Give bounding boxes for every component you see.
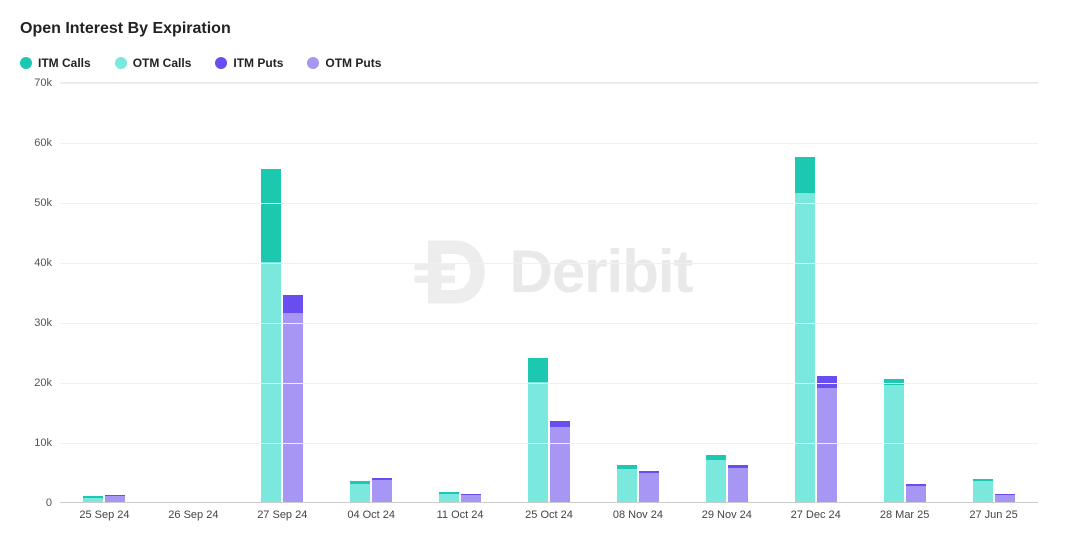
bar-group: [528, 358, 570, 502]
bar-stack-calls[interactable]: [706, 455, 726, 502]
bar-segment-otm-puts: [728, 468, 748, 502]
legend-item-itm-calls[interactable]: ITM Calls: [20, 56, 91, 70]
bar-segment-itm-puts: [283, 295, 303, 313]
x-axis-label: 25 Oct 24: [525, 509, 573, 521]
bar-segment-itm-calls: [795, 157, 815, 193]
bar-segment-otm-puts: [372, 480, 392, 502]
x-axis-label: 25 Sep 24: [79, 509, 129, 521]
bar-segment-otm-calls: [528, 382, 548, 502]
gridline: [60, 323, 1038, 324]
gridline: [60, 383, 1038, 384]
bar-stack-puts[interactable]: [550, 421, 570, 502]
bar-group: [350, 478, 392, 502]
y-axis-label: 70k: [34, 77, 52, 89]
gridline: [60, 443, 1038, 444]
y-axis-label: 50k: [34, 197, 52, 209]
x-axis: 25 Sep 24 26 Sep 24 27 Sep 24 04 Oct 24 11 O…: [60, 502, 1038, 532]
x-axis-label: 11 Oct 24: [437, 509, 484, 521]
legend-swatch-icon: [20, 57, 32, 69]
bar-group: [439, 492, 481, 502]
bar-group: [795, 157, 837, 502]
bar-segment-otm-puts: [550, 427, 570, 502]
bar-segment-itm-puts: [817, 376, 837, 388]
y-axis-label: 0: [46, 497, 52, 509]
y-axis-label: 10k: [34, 437, 52, 449]
gridline: [60, 143, 1038, 144]
bar-stack-calls[interactable]: [261, 169, 281, 502]
bar-stack-puts[interactable]: [105, 495, 125, 502]
bar-group: [973, 479, 1015, 502]
gridline: [60, 263, 1038, 264]
bar-stack-calls[interactable]: [884, 379, 904, 502]
bar-segment-otm-calls: [795, 193, 815, 502]
bar-stack-puts[interactable]: [728, 465, 748, 502]
y-axis-label: 20k: [34, 377, 52, 389]
bar-segment-otm-puts: [283, 313, 303, 502]
bar-stack-puts[interactable]: [283, 295, 303, 502]
bar-segment-otm-calls: [617, 469, 637, 502]
bar-segment-otm-calls: [706, 460, 726, 502]
bars-layer: [60, 83, 1038, 502]
bar-segment-itm-calls: [261, 169, 281, 262]
bar-stack-calls[interactable]: [528, 358, 548, 502]
bar-stack-puts[interactable]: [461, 494, 481, 502]
bar-group: [884, 379, 926, 502]
legend-swatch-icon: [115, 57, 127, 69]
x-axis-label: 27 Sep 24: [257, 509, 307, 521]
bar-segment-itm-calls: [528, 358, 548, 382]
bar-stack-puts[interactable]: [372, 478, 392, 502]
bar-stack-calls[interactable]: [350, 481, 370, 502]
x-axis-label: 08 Nov 24: [613, 509, 663, 521]
bar-segment-otm-puts: [906, 486, 926, 502]
legend-item-otm-puts[interactable]: OTM Puts: [307, 56, 381, 70]
x-axis-label: 26 Sep 24: [168, 509, 218, 521]
bar-segment-otm-puts: [639, 473, 659, 502]
gridline: [60, 203, 1038, 204]
bar-group: [261, 169, 303, 502]
legend: ITM Calls OTM Calls ITM Puts OTM Puts: [20, 56, 1048, 70]
bar-group: [706, 455, 748, 502]
chart-title: Open Interest By Expiration: [20, 20, 1048, 38]
bar-segment-otm-calls: [350, 484, 370, 502]
bar-segment-otm-calls: [973, 481, 993, 502]
bar-group: [617, 465, 659, 502]
plot-area: Deribit 010k20k30k40k50k60k70k: [60, 82, 1038, 502]
bar-stack-puts[interactable]: [817, 376, 837, 502]
bar-segment-otm-calls: [261, 262, 281, 502]
bar-group: [83, 495, 125, 502]
x-axis-label: 04 Oct 24: [347, 509, 395, 521]
legend-label: OTM Puts: [325, 56, 381, 70]
bar-segment-otm-puts: [995, 495, 1015, 502]
y-axis-label: 30k: [34, 317, 52, 329]
chart-container: Open Interest By Expiration ITM Calls OTM…: [0, 0, 1068, 559]
legend-swatch-icon: [215, 57, 227, 69]
legend-item-itm-puts[interactable]: ITM Puts: [215, 56, 283, 70]
legend-item-otm-calls[interactable]: OTM Calls: [115, 56, 192, 70]
bar-segment-otm-calls: [439, 494, 459, 502]
legend-swatch-icon: [307, 57, 319, 69]
y-axis-label: 60k: [34, 137, 52, 149]
bar-stack-calls[interactable]: [439, 492, 459, 502]
legend-label: ITM Calls: [38, 56, 91, 70]
bar-stack-puts[interactable]: [639, 471, 659, 502]
legend-label: ITM Puts: [233, 56, 283, 70]
bar-stack-puts[interactable]: [995, 494, 1015, 502]
bar-segment-otm-puts: [461, 495, 481, 502]
bar-stack-puts[interactable]: [906, 484, 926, 502]
bar-stack-calls[interactable]: [617, 465, 637, 502]
x-axis-label: 27 Jun 25: [969, 509, 1017, 521]
bar-segment-otm-puts: [817, 388, 837, 502]
bar-stack-calls[interactable]: [973, 479, 993, 502]
legend-label: OTM Calls: [133, 56, 192, 70]
x-axis-label: 27 Dec 24: [791, 509, 841, 521]
gridline: [60, 83, 1038, 84]
y-axis-label: 40k: [34, 257, 52, 269]
bar-stack-calls[interactable]: [795, 157, 815, 502]
x-axis-label: 28 Mar 25: [880, 509, 930, 521]
x-axis-label: 29 Nov 24: [702, 509, 752, 521]
